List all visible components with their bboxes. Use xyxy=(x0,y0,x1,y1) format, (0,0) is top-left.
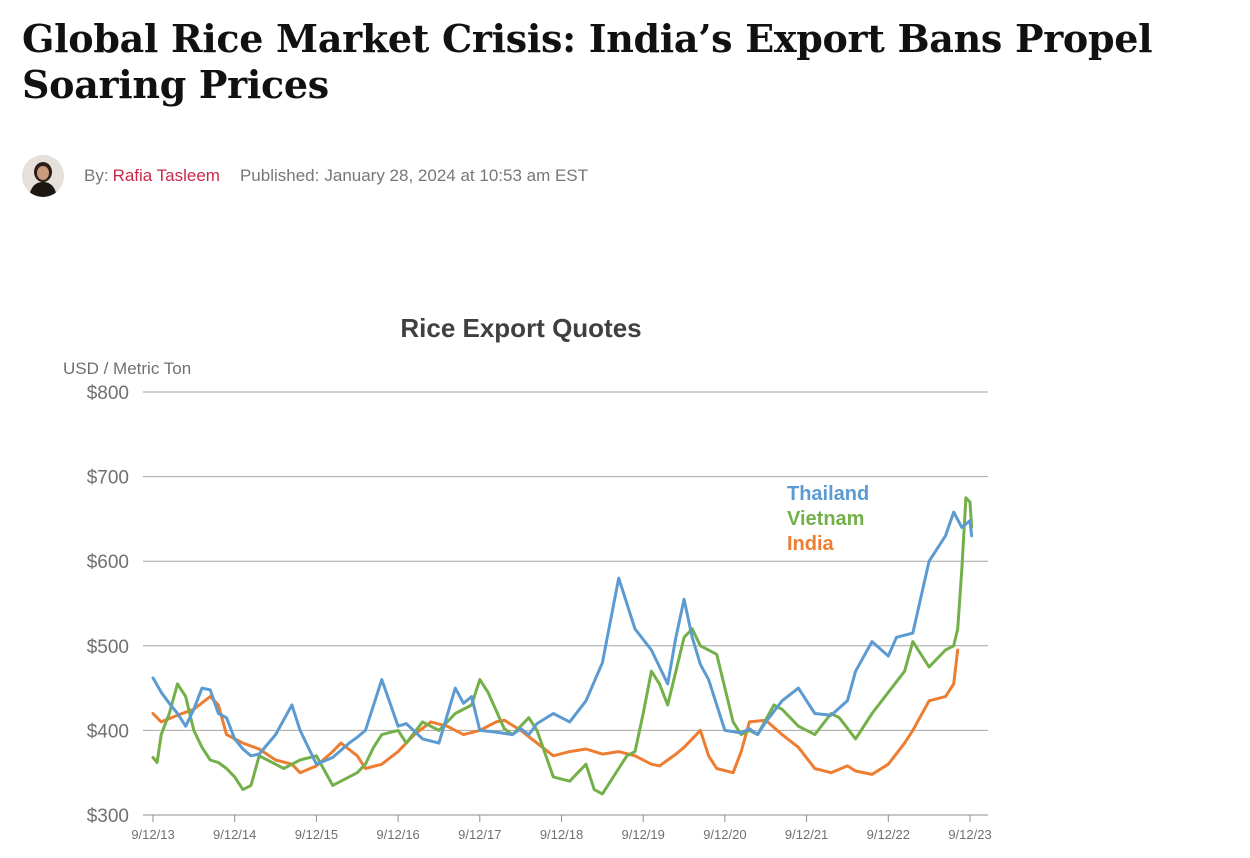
series-lines xyxy=(151,496,974,796)
series-line-thailand xyxy=(151,510,974,766)
x-tick-label: 9/12/17 xyxy=(458,827,501,842)
x-tick-label: 9/12/14 xyxy=(213,827,256,842)
byline: By: Rafia Tasleem Published: January 28,… xyxy=(22,154,588,198)
x-tick-label: 9/12/13 xyxy=(131,827,174,842)
x-tick-label: 9/12/19 xyxy=(622,827,665,842)
y-axis-label: USD / Metric Ton xyxy=(63,359,191,378)
gridlines xyxy=(143,391,988,816)
x-tick-label: 9/12/16 xyxy=(376,827,419,842)
chart-title: Rice Export Quotes xyxy=(400,313,641,343)
y-tick-label: $800 xyxy=(87,383,129,404)
y-tick-label: $700 xyxy=(87,468,129,489)
byline-prefix: By: xyxy=(84,166,109,185)
x-tick-label: 9/12/15 xyxy=(295,827,338,842)
author-avatar[interactable] xyxy=(22,155,64,197)
y-tick-label: $400 xyxy=(87,721,129,742)
x-tick-label: 9/12/20 xyxy=(703,827,746,842)
legend-vietnam: Vietnam xyxy=(787,508,864,530)
x-tick-label: 9/12/21 xyxy=(785,827,828,842)
x-tick-label: 9/12/23 xyxy=(948,827,991,842)
legend-thailand: Thailand xyxy=(787,483,869,505)
published-prefix: Published: xyxy=(239,166,320,185)
published-date: January 28, 2024 at 10:53 am EST xyxy=(324,166,589,185)
y-tick-label: $500 xyxy=(87,637,129,658)
legend-india: India xyxy=(787,533,835,555)
x-tick-label: 9/12/18 xyxy=(540,827,583,842)
author-link[interactable]: Rafia Tasleem xyxy=(112,166,220,185)
series-line-vietnam xyxy=(151,496,974,796)
article-headline: Global Rice Market Crisis: India’s Expor… xyxy=(22,16,1153,107)
y-tick-label: $300 xyxy=(87,806,129,827)
x-tick-label: 9/12/22 xyxy=(867,827,910,842)
y-axis-ticks: $800 $700 $600 $500 $400 $300 xyxy=(87,383,129,827)
series-line-india xyxy=(151,648,960,776)
y-tick-label: $600 xyxy=(87,552,129,573)
legend: Thailand Vietnam India xyxy=(787,483,869,555)
avatar-portrait-icon xyxy=(22,155,64,197)
x-axis: 9/12/13 9/12/14 9/12/15 9/12/16 9/12/17 9/12/… xyxy=(131,815,992,842)
rice-export-quotes-chart: Rice Export Quotes USD / Metric Ton $800… xyxy=(63,313,992,842)
